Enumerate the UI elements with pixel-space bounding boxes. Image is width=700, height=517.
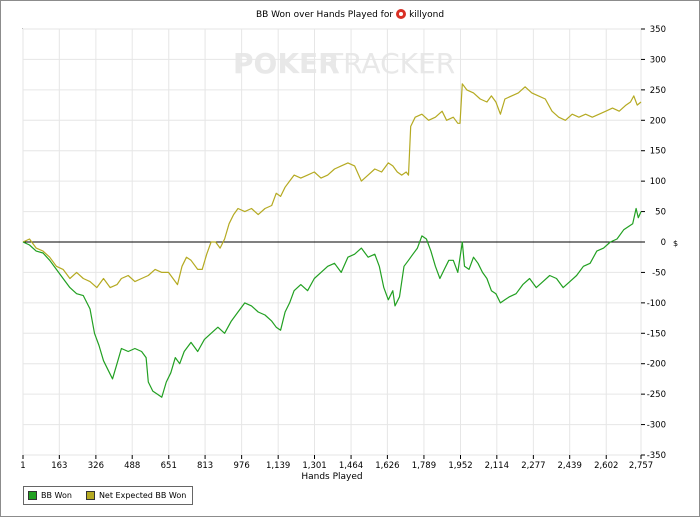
x-tick-label: 1 bbox=[20, 461, 25, 471]
y-tick-label: -250 bbox=[647, 390, 666, 400]
watermark-poker: POKER bbox=[233, 47, 340, 80]
x-tick-label: 2,602 bbox=[594, 461, 618, 471]
y-tick-label: 100 bbox=[650, 177, 666, 187]
y-tick-label: 350 bbox=[650, 25, 666, 35]
legend-swatch-bb-won bbox=[28, 491, 37, 500]
legend-item-net-expected: Net Expected BB Won bbox=[85, 491, 187, 500]
legend-label-net-expected: Net Expected BB Won bbox=[98, 491, 187, 500]
poker-chip-icon bbox=[396, 9, 407, 19]
legend-label-bb-won: BB Won bbox=[41, 491, 72, 500]
y-tick-label: -200 bbox=[647, 360, 666, 370]
x-tick-label: 2,114 bbox=[485, 461, 509, 471]
y-tick-label: -100 bbox=[647, 299, 666, 309]
legend-swatch-net-expected bbox=[85, 491, 95, 500]
chart-title: BB Won over Hands Played for killyond bbox=[1, 9, 699, 20]
y-tick-label: -350 bbox=[647, 451, 666, 461]
x-tick-label: 976 bbox=[234, 461, 250, 471]
y-tick-label: -150 bbox=[647, 329, 666, 339]
right-axis-unit-label: $ bbox=[673, 239, 678, 248]
x-tick-label: 1,952 bbox=[448, 461, 472, 471]
x-tick-label: 2,277 bbox=[521, 461, 545, 471]
y-tick-label: 300 bbox=[650, 55, 666, 65]
chart-legend: BB Won Net Expected BB Won bbox=[23, 486, 194, 505]
x-tick-label: 651 bbox=[161, 461, 177, 471]
legend-item-bb-won: BB Won bbox=[28, 491, 72, 500]
y-tick-label: 250 bbox=[650, 86, 666, 96]
x-tick-label: 1,301 bbox=[302, 461, 326, 471]
x-tick-label: 813 bbox=[197, 461, 213, 471]
x-tick-label: 1,464 bbox=[339, 461, 363, 471]
y-tick-label: 50 bbox=[655, 208, 666, 218]
y-tick-label: 200 bbox=[650, 116, 666, 126]
series-line-net-expected bbox=[22, 83, 642, 289]
watermark-tracker: TRACKER bbox=[325, 47, 455, 80]
x-axis-label: Hands Played bbox=[301, 472, 362, 482]
x-tick-label: 1,789 bbox=[412, 461, 436, 471]
x-tick-label: 488 bbox=[124, 461, 140, 471]
x-tick-label: 1,139 bbox=[266, 461, 290, 471]
y-tick-label: -300 bbox=[647, 421, 666, 431]
x-tick-label: 2,439 bbox=[558, 461, 582, 471]
player-name: killyond bbox=[409, 10, 445, 20]
y-tick-label: 0 bbox=[661, 238, 666, 248]
series-line-bb-won bbox=[22, 207, 642, 398]
x-tick-label: 326 bbox=[88, 461, 104, 471]
x-tick-label: 1,626 bbox=[375, 461, 399, 471]
y-tick-label: 150 bbox=[650, 147, 666, 157]
y-tick-label: -50 bbox=[652, 268, 666, 278]
x-tick-label: 163 bbox=[51, 461, 67, 471]
chart-title-text: BB Won over Hands Played for bbox=[255, 10, 394, 20]
x-tick-label: 2,757 bbox=[629, 461, 653, 471]
